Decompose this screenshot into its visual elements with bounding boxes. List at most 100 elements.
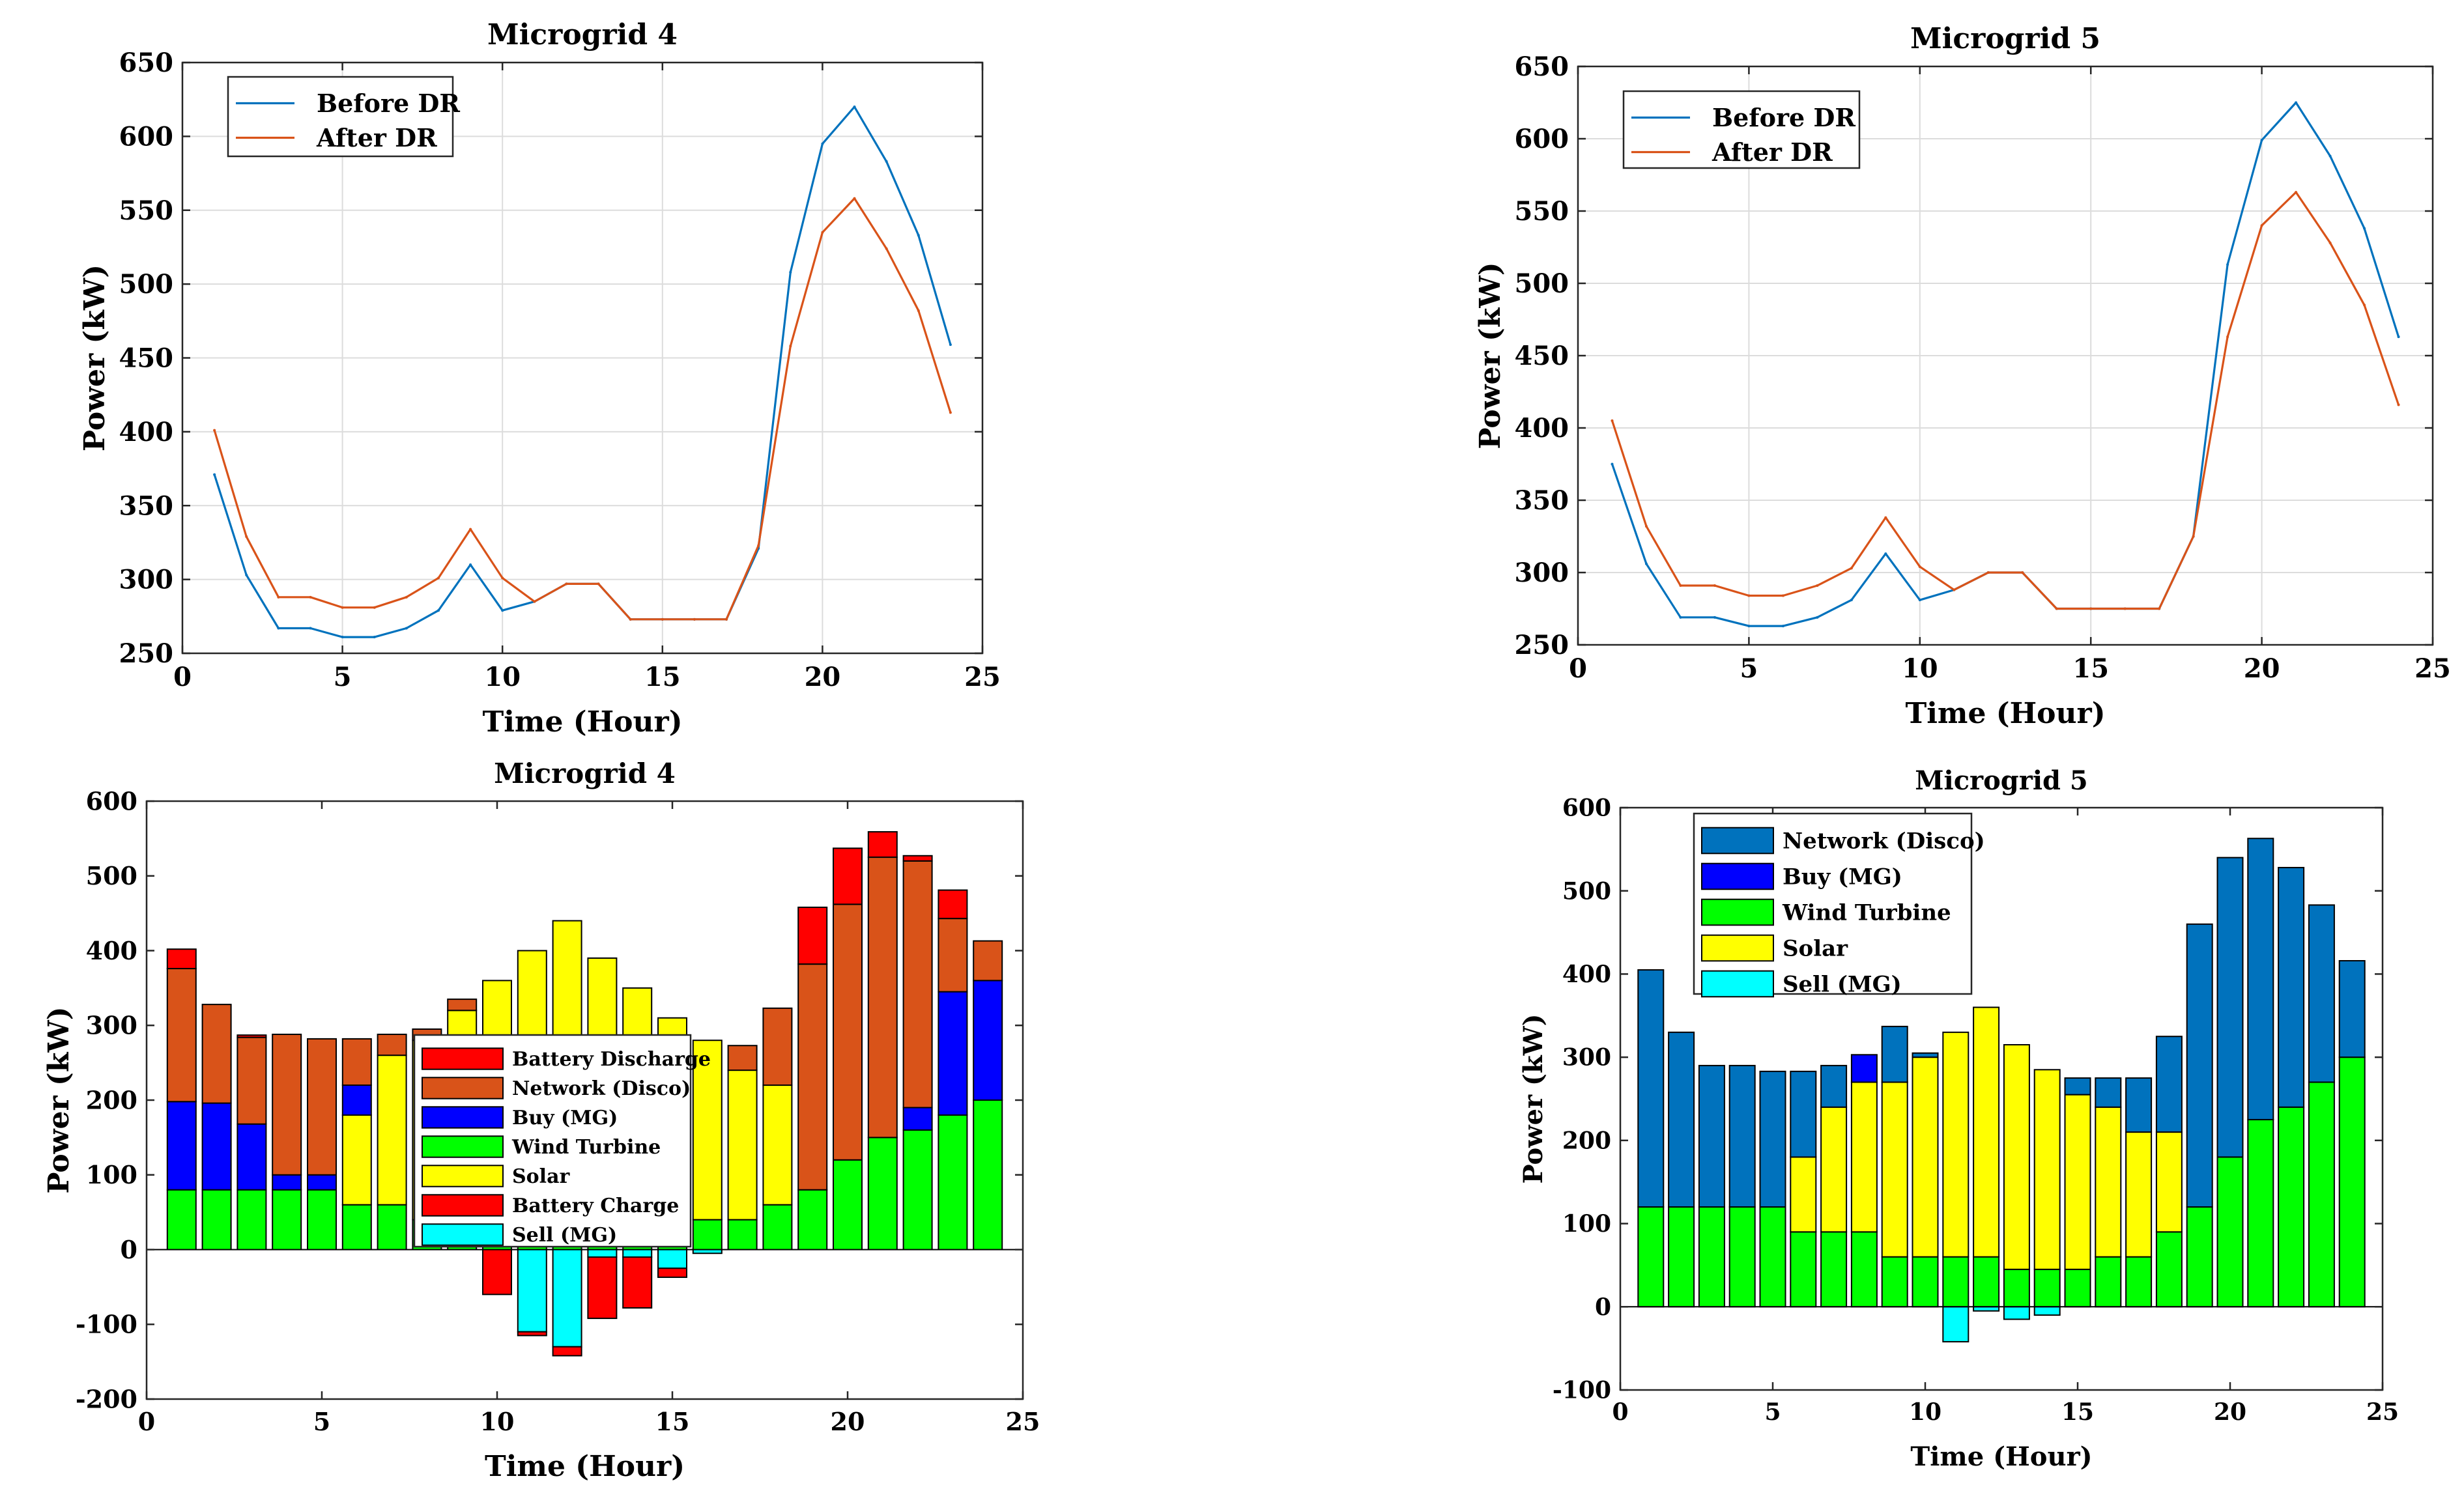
data-point — [373, 636, 376, 639]
legend-swatch — [422, 1047, 504, 1070]
legend-swatch — [1701, 827, 1774, 855]
legend-swatch — [422, 1223, 504, 1246]
data-point — [2226, 335, 2229, 339]
data-point — [1918, 565, 1921, 569]
x-tick-label: 0 — [1569, 653, 1587, 684]
bar-wind-turbine — [1820, 1231, 1848, 1308]
bar-wind-turbine — [1942, 1256, 1970, 1308]
data-point — [2192, 535, 2195, 538]
bar-wind-turbine — [1637, 1206, 1665, 1308]
bar-network-disco- — [2095, 1077, 2122, 1108]
bar-network-disco- — [2338, 959, 2366, 1058]
y-tick-label: -100 — [76, 1310, 137, 1339]
data-point — [2328, 241, 2332, 244]
legend-item: Before DR — [1631, 103, 1855, 132]
series-after-dr — [213, 197, 952, 621]
y-tick-label: 100 — [86, 1160, 137, 1189]
bar-wind-turbine — [902, 1129, 933, 1251]
x-tick-label: 10 — [480, 1407, 515, 1436]
bar-sell-mg- — [2003, 1306, 2030, 1320]
data-point — [2260, 224, 2263, 227]
chart-br: 0 5 10 15 20 25-1000100200300400500600Microgr… — [1518, 765, 2399, 1472]
x-axis-label: Time (Hour) — [485, 1450, 685, 1483]
bar-buy-mg- — [1850, 1054, 1878, 1083]
x-tick-label: 10 — [484, 662, 521, 692]
data-point — [597, 582, 600, 586]
bar-buy-mg- — [938, 991, 968, 1116]
bar-wind-turbine — [201, 1189, 232, 1251]
bar-wind-turbine — [1759, 1206, 1786, 1308]
x-tick-label: 25 — [1006, 1407, 1040, 1436]
bar-wind-turbine — [166, 1189, 197, 1251]
series-after-dr — [1611, 191, 2400, 610]
bar-wind-turbine — [2338, 1056, 2366, 1308]
bar-battery-charge — [482, 1249, 512, 1296]
bar-solar — [2003, 1043, 2030, 1270]
y-tick-label: 600 — [86, 786, 137, 815]
bar-sell-mg- — [517, 1249, 547, 1333]
x-tick-label: 5 — [1740, 653, 1758, 684]
bar-network-disco- — [2155, 1036, 2183, 1133]
data-point — [853, 106, 856, 109]
data-point — [789, 345, 792, 348]
data-point — [2397, 335, 2400, 339]
y-axis: 250 300 350 400 450 500 550 600 650 — [1515, 51, 2433, 660]
data-point — [1644, 524, 1648, 528]
bar-sell-mg- — [657, 1249, 687, 1269]
legend-label: After DR — [1712, 137, 1833, 167]
bar-sell-mg- — [1942, 1306, 1970, 1342]
bar-wind-turbine — [2033, 1268, 2061, 1308]
bar-wind-turbine — [1850, 1231, 1878, 1308]
bar-solar — [2095, 1106, 2122, 1258]
data-point — [789, 270, 792, 274]
legend-box — [227, 76, 454, 158]
bar-network-disco- — [166, 968, 197, 1103]
x-axis: 0 5 10 15 20 25 — [1612, 808, 2399, 1426]
bar-solar — [1912, 1056, 1939, 1258]
data-point — [1747, 594, 1751, 597]
bar-wind-turbine — [307, 1189, 337, 1251]
x-tick-label: 5 — [334, 662, 352, 692]
bar-sell-mg- — [587, 1249, 618, 1258]
legend: Network (Disco) Buy (MG) Wind Turbine Solar… — [1693, 812, 1985, 997]
data-point — [2158, 607, 2161, 610]
bar-network-disco- — [797, 963, 828, 1191]
data-point — [501, 576, 504, 580]
legend-label: Buy (MG) — [512, 1107, 618, 1129]
data-point — [1611, 462, 1614, 466]
bar-battery-discharge — [797, 906, 828, 965]
y-tick-label: 200 — [1562, 1127, 1611, 1154]
y-tick-label: 650 — [119, 48, 174, 78]
data-point — [2123, 607, 2127, 610]
chart-title: Microgrid 4 — [494, 758, 676, 789]
x-axis-label: Time (Hour) — [1905, 697, 2105, 730]
data-point — [373, 606, 376, 609]
data-point — [1884, 552, 1887, 556]
x-axis: 0 5 10 15 20 25 — [1569, 66, 2451, 684]
y-axis-label: Power (kW) — [1474, 262, 1507, 449]
x-tick-label: 20 — [831, 1407, 865, 1436]
legend-item: Battery Discharge — [422, 1047, 711, 1071]
y-tick-label: 300 — [1515, 558, 1569, 588]
bar-network-disco- — [377, 1034, 407, 1056]
bar-solar — [1881, 1081, 1908, 1258]
bar-battery-discharge — [236, 1034, 267, 1038]
legend-label: Solar — [512, 1165, 571, 1188]
data-point — [341, 606, 344, 609]
y-tick-label: 500 — [86, 861, 137, 890]
bar-network-disco- — [762, 1007, 793, 1086]
legend-label: Network (Disco) — [512, 1077, 691, 1100]
y-tick-label: -100 — [1553, 1377, 1611, 1404]
bar-wind-turbine — [236, 1189, 267, 1251]
series-line — [1611, 191, 2400, 610]
bar-network-disco- — [1790, 1070, 1817, 1158]
grid — [182, 63, 982, 653]
legend-item: Sell (MG) — [422, 1223, 617, 1247]
y-tick-label: 0 — [121, 1235, 137, 1264]
bar-buy-mg- — [341, 1084, 372, 1116]
data-point — [213, 473, 216, 476]
data-point — [1850, 567, 1853, 570]
y-tick-label: 200 — [86, 1085, 137, 1114]
bar-solar — [1973, 1006, 2000, 1258]
y-tick-label: 600 — [1562, 795, 1611, 822]
